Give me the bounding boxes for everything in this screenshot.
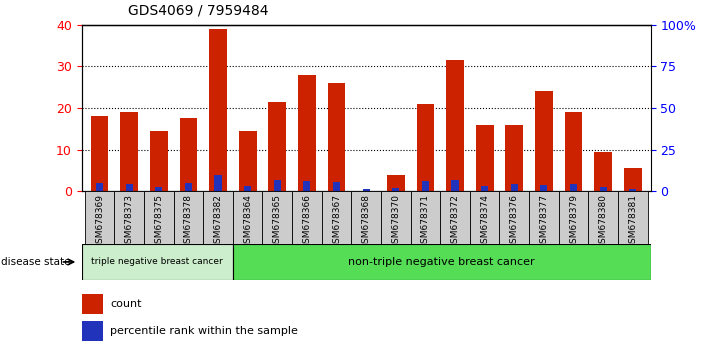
Text: GSM678382: GSM678382 — [213, 194, 223, 249]
Text: GSM678372: GSM678372 — [451, 194, 459, 249]
Bar — [209, 29, 227, 191]
Bar — [90, 116, 108, 191]
Text: GSM678376: GSM678376 — [510, 194, 519, 249]
Bar — [510, 184, 518, 191]
Bar — [535, 91, 552, 191]
Bar — [244, 186, 251, 191]
Text: GSM678364: GSM678364 — [243, 194, 252, 249]
Bar — [85, 191, 114, 244]
Bar — [333, 182, 340, 191]
Bar — [96, 183, 103, 191]
Bar — [274, 180, 281, 191]
Bar — [292, 191, 321, 244]
Bar — [173, 191, 203, 244]
Bar — [262, 191, 292, 244]
Bar — [411, 191, 440, 244]
Text: GSM678366: GSM678366 — [302, 194, 311, 249]
Bar — [298, 75, 316, 191]
Bar — [269, 102, 286, 191]
Text: GSM678380: GSM678380 — [599, 194, 608, 249]
Bar — [476, 125, 493, 191]
Text: GSM678381: GSM678381 — [629, 194, 637, 249]
Text: GSM678377: GSM678377 — [540, 194, 548, 249]
Bar — [618, 191, 648, 244]
Text: GSM678373: GSM678373 — [124, 194, 134, 249]
Bar — [155, 187, 162, 191]
Text: GSM678369: GSM678369 — [95, 194, 104, 249]
Bar — [392, 188, 400, 191]
Bar — [179, 118, 198, 191]
Bar — [144, 191, 173, 244]
Text: GSM678378: GSM678378 — [184, 194, 193, 249]
Bar — [589, 191, 618, 244]
Bar — [351, 191, 381, 244]
Text: disease state: disease state — [1, 257, 70, 267]
Bar — [304, 181, 311, 191]
Bar — [629, 189, 636, 191]
Text: count: count — [110, 299, 141, 309]
Bar — [126, 184, 133, 191]
Bar — [82, 321, 103, 341]
Bar — [499, 191, 529, 244]
Bar — [239, 131, 257, 191]
Text: GSM678370: GSM678370 — [391, 194, 400, 249]
Bar — [481, 186, 488, 191]
Bar — [82, 244, 232, 280]
Bar — [233, 191, 262, 244]
Bar — [328, 83, 346, 191]
Text: triple negative breast cancer: triple negative breast cancer — [92, 257, 223, 267]
Text: GSM678379: GSM678379 — [569, 194, 578, 249]
Text: GDS4069 / 7959484: GDS4069 / 7959484 — [128, 4, 269, 18]
Bar — [559, 191, 589, 244]
Bar — [82, 294, 103, 314]
Bar — [529, 191, 559, 244]
Bar — [540, 184, 547, 191]
Bar — [506, 125, 523, 191]
Bar — [185, 183, 192, 191]
Bar — [150, 131, 168, 191]
Text: GSM678375: GSM678375 — [154, 194, 164, 249]
Text: GSM678371: GSM678371 — [421, 194, 430, 249]
Bar — [203, 191, 233, 244]
Bar — [594, 152, 612, 191]
Bar — [451, 180, 459, 191]
Bar — [120, 112, 138, 191]
Text: GSM678367: GSM678367 — [332, 194, 341, 249]
Bar — [363, 189, 370, 191]
Bar — [215, 175, 222, 191]
Bar — [440, 191, 470, 244]
Bar — [565, 112, 582, 191]
Text: GSM678368: GSM678368 — [362, 194, 370, 249]
Bar — [233, 244, 651, 280]
Bar — [447, 60, 464, 191]
Bar — [599, 187, 606, 191]
Bar — [381, 191, 411, 244]
Text: GSM678365: GSM678365 — [273, 194, 282, 249]
Bar — [417, 104, 434, 191]
Bar — [387, 175, 405, 191]
Bar — [114, 191, 144, 244]
Text: GSM678374: GSM678374 — [480, 194, 489, 249]
Bar — [422, 181, 429, 191]
Text: percentile rank within the sample: percentile rank within the sample — [110, 326, 298, 336]
Text: non-triple negative breast cancer: non-triple negative breast cancer — [348, 257, 535, 267]
Bar — [470, 191, 499, 244]
Bar — [321, 191, 351, 244]
Bar — [570, 184, 577, 191]
Bar — [624, 168, 642, 191]
